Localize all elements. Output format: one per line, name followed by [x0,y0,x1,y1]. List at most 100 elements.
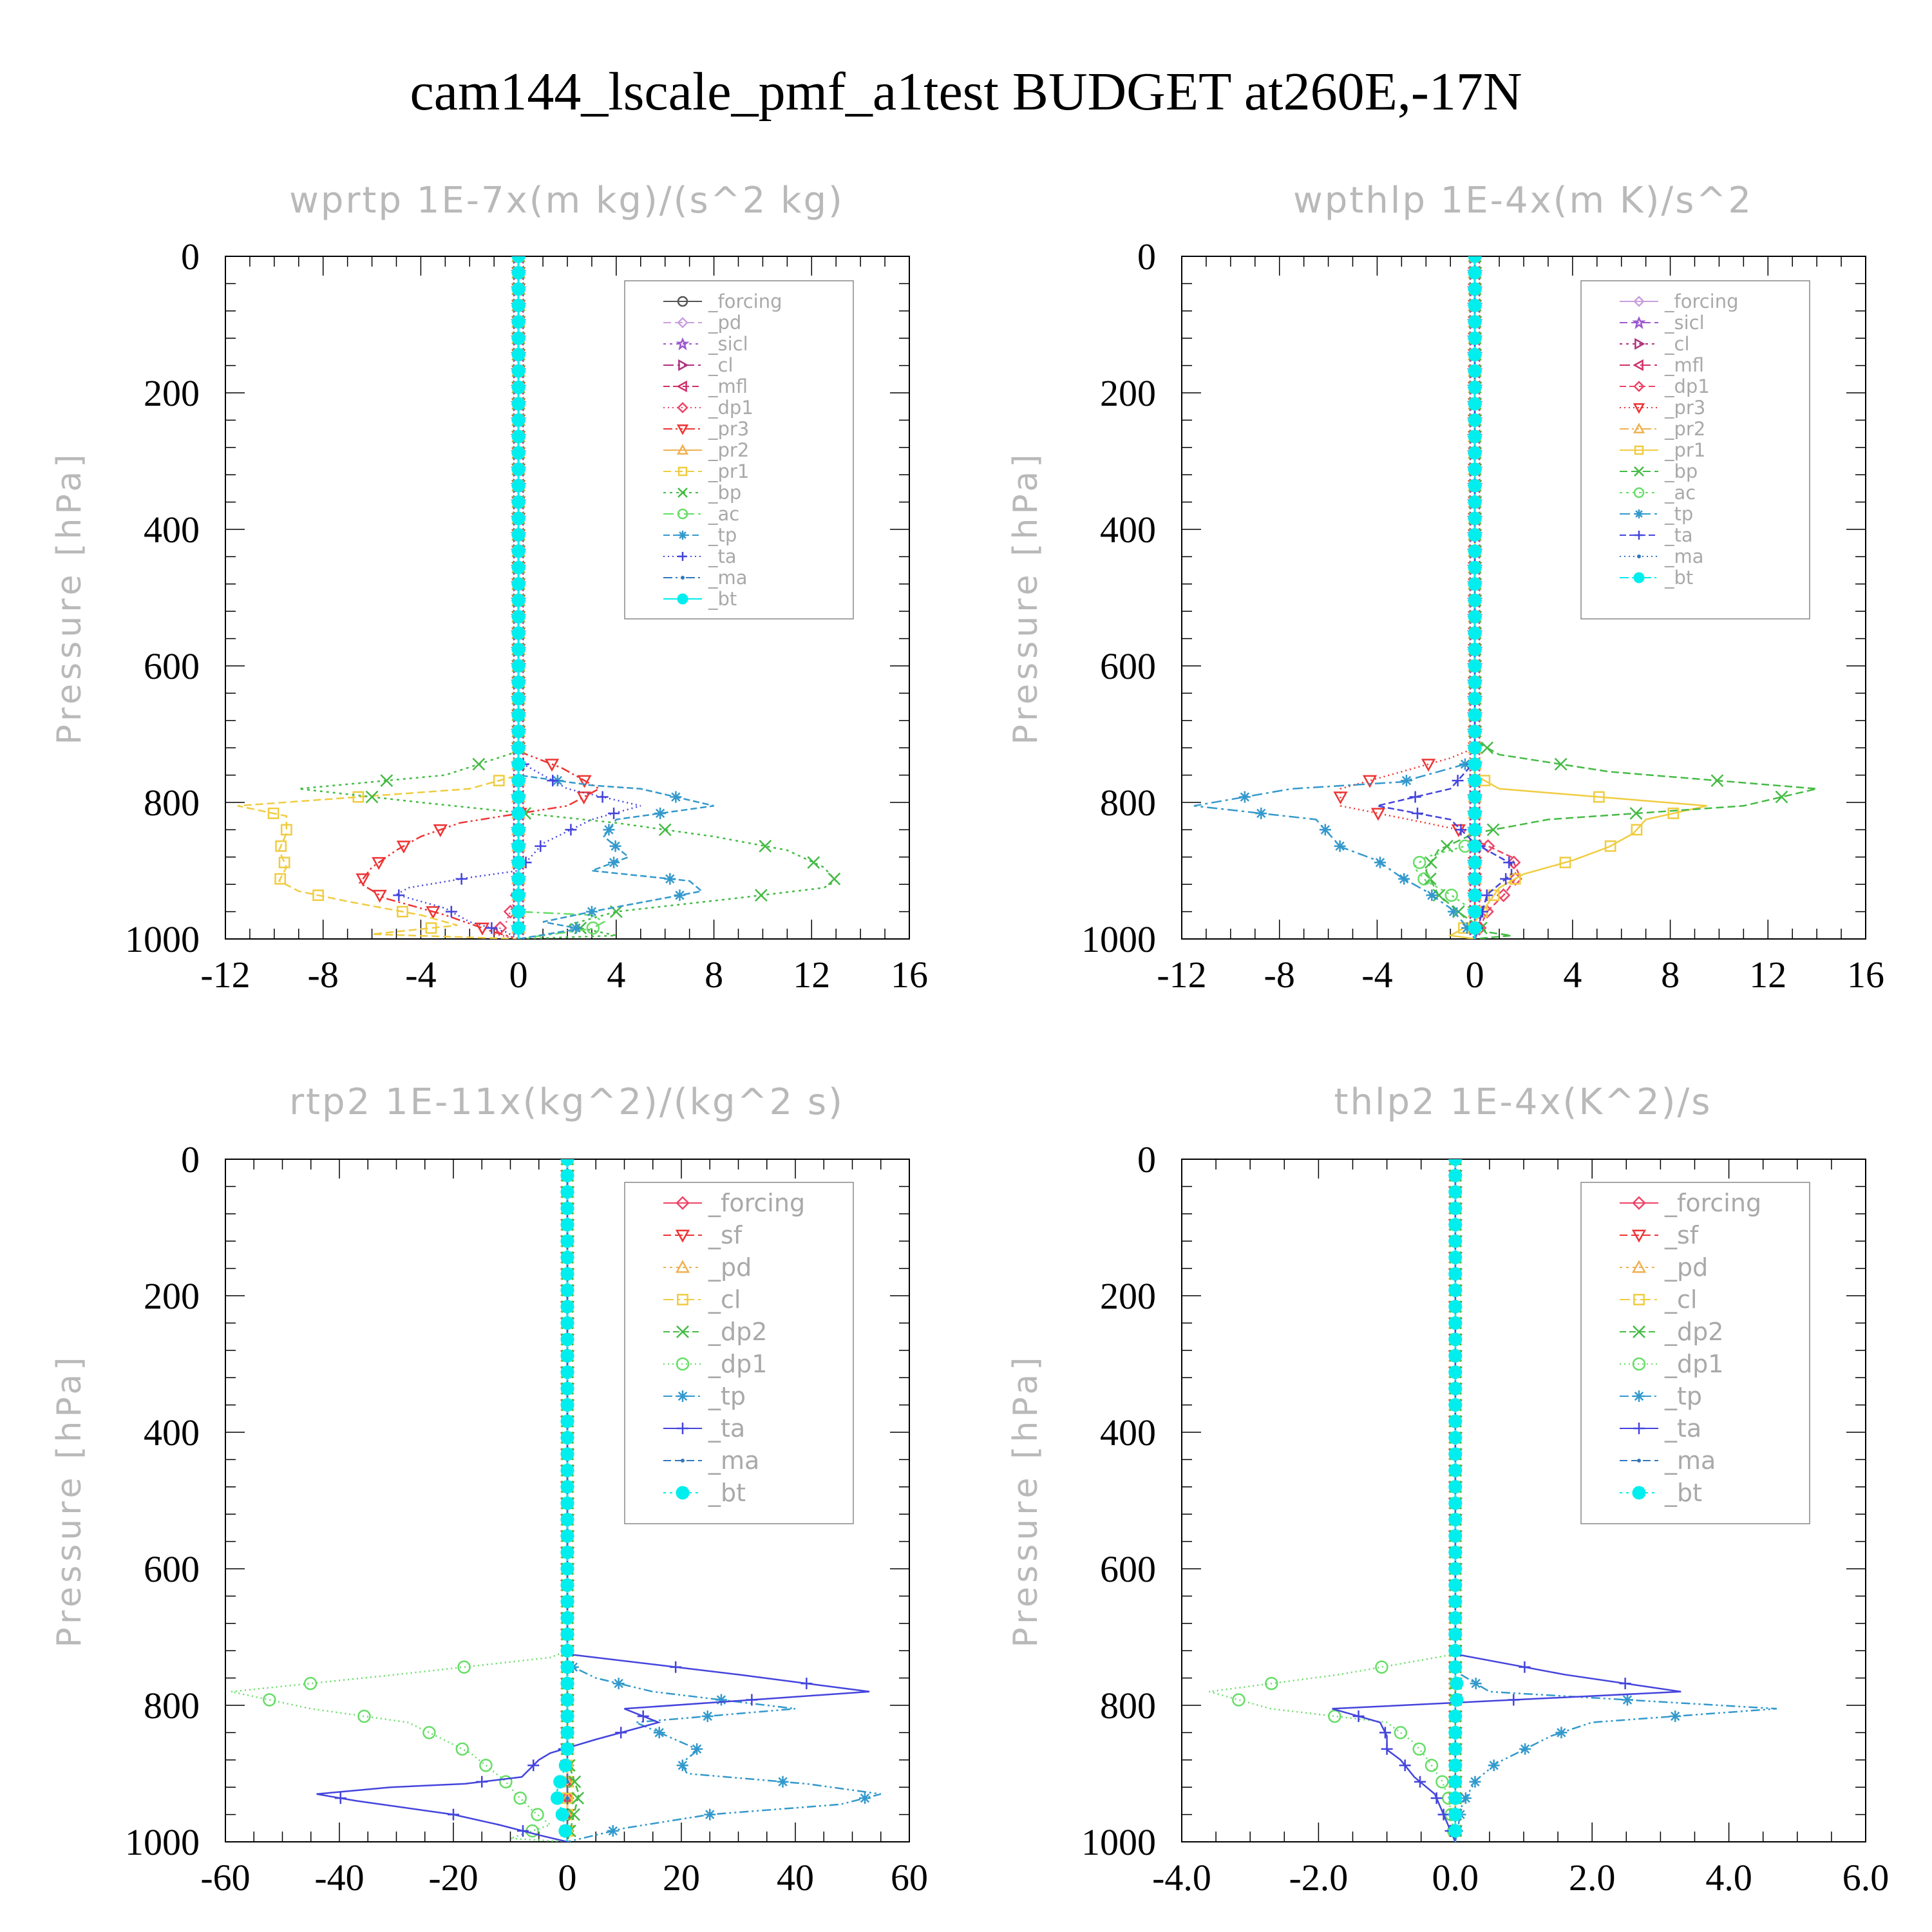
series-marker [560,1381,574,1396]
series-marker [357,1709,371,1723]
series-marker [560,1693,574,1707]
legend-marker [1632,316,1646,330]
series-marker [1519,1661,1531,1673]
series-marker [303,1676,317,1690]
series-marker [1468,675,1482,689]
data-area [237,256,841,939]
series-line [492,256,520,939]
series-marker [426,906,440,920]
series-marker [1352,1710,1365,1722]
series-marker [1468,544,1482,558]
series-marker [393,889,405,902]
legend-label: _sf [1664,1221,1700,1249]
series-marker [1631,824,1643,836]
series-marker [516,1825,529,1837]
x-tick-label: -4 [1361,954,1392,996]
series-marker [511,331,526,345]
series-marker [558,1824,573,1838]
series-marker [380,774,393,787]
series-marker [1448,1332,1463,1347]
legend-marker [1634,337,1645,350]
x-tick-label: 4 [1563,954,1582,996]
series-marker [511,544,526,558]
series-marker [560,1676,574,1690]
data-area [1209,1159,1777,1842]
x-tick-label: 8 [1661,954,1680,996]
y-tick-label: 800 [144,782,200,824]
series-bt [511,256,526,939]
series-marker [1448,1480,1463,1494]
series-marker [1450,1676,1464,1690]
series-marker [1468,806,1482,820]
x-tick-label: -8 [1264,954,1295,996]
series-marker [777,1776,789,1788]
series-marker [511,282,526,296]
series-marker [1481,839,1495,853]
series-marker [565,824,577,836]
series-marker [1468,430,1482,444]
series-marker [472,757,486,771]
series-marker [511,708,526,722]
series-marker [1425,1759,1439,1772]
legend-label: _dp1 [1664,375,1710,397]
legend-label: _sicl [708,333,748,355]
series-marker [608,807,620,819]
series-marker [511,348,526,362]
series-marker [1448,1349,1463,1363]
series-marker [560,1578,574,1592]
legend-marker [1633,1325,1645,1338]
series-marker [445,905,457,918]
y-tick-label: 600 [1100,645,1156,687]
series-marker [1468,381,1482,395]
legend-label: _ma [1664,1446,1716,1475]
legend-marker [681,576,685,580]
legend-label: _pr3 [1664,397,1705,419]
series-marker [1448,1725,1463,1739]
series-marker [511,610,526,624]
series-marker [676,1759,688,1772]
series-marker [1448,1251,1463,1265]
series-marker [664,873,676,885]
series-marker [560,1159,574,1166]
series-marker [1448,1562,1463,1576]
series-marker [567,1808,580,1821]
series-marker [511,822,526,837]
legend-label: _dp1 [1664,1350,1723,1378]
series-marker [511,397,526,411]
legend-label: _ac [1664,482,1696,504]
legend-marker [1633,359,1643,372]
series-marker [1468,315,1482,329]
series-marker [755,889,768,902]
series-marker [560,1201,574,1215]
series-marker [553,1775,567,1789]
series-line [316,1159,870,1842]
series-line [1448,256,1707,939]
series-marker [1448,1513,1463,1527]
legend-marker [678,552,687,561]
series-marker [637,1710,649,1722]
legend-marker [1631,1260,1647,1273]
legend-label: _pr2 [1664,418,1705,440]
legend-marker [1633,1294,1645,1305]
series-marker [560,1332,574,1347]
legend-label: _bt [1664,1479,1702,1507]
series-marker [560,1709,574,1723]
legend-label: _ma [708,567,748,589]
series-marker [1412,1742,1426,1756]
legend-label: _pd [708,1253,752,1282]
legend-marker [677,402,688,413]
legend-label: _bt [708,1479,746,1507]
y-tick-label: 800 [1100,782,1156,824]
series-marker [1468,855,1482,869]
x-tick-label: -20 [428,1857,478,1899]
series-marker [571,1792,585,1805]
series-marker [1414,1776,1426,1788]
series-marker [267,808,279,819]
series-marker [1448,1447,1463,1461]
series-marker [1362,775,1378,788]
legend: _forcing _sf _pd _cl _dp2 _dp1 _tp _ta _ma _bt [1580,1182,1810,1524]
legend-label: _ma [708,1446,759,1475]
legend-label: _ta [1664,1414,1701,1443]
legend-label: _forcing [1664,290,1739,312]
